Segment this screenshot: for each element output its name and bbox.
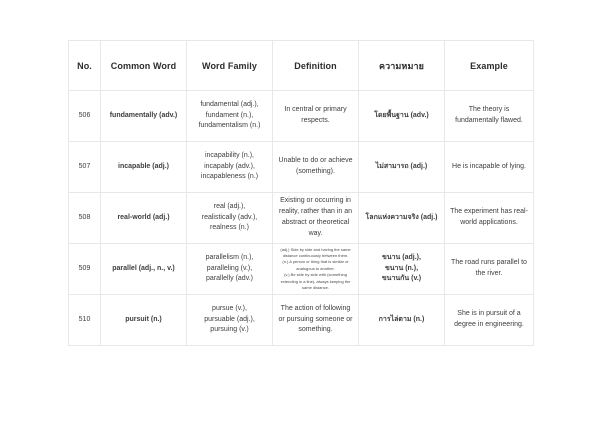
cell-no: 506 (68, 90, 101, 142)
cell-meaning-thai: การไล่ตาม (n.) (358, 294, 445, 346)
cell-word-family: pursue (v.), pursuable (adj.), pursuing … (186, 294, 273, 346)
cell-no: 510 (68, 294, 101, 346)
cell-example: The experiment has real-world applicatio… (444, 192, 534, 244)
cell-meaning-thai: โดยพื้นฐาน (adv.) (358, 90, 445, 142)
cell-word-family: fundamental (adj.), fundament (n.), fund… (186, 90, 273, 142)
cell-common-word: parallel (adj., n., v.) (100, 243, 187, 295)
cell-example: The road runs parallel to the river. (444, 243, 534, 295)
cell-definition: The action of following or pursuing some… (272, 294, 359, 346)
cell-definition: (adj.) Side by side and having the same … (272, 243, 359, 295)
cell-meaning-thai: ไม่สามารถ (adj.) (358, 141, 445, 193)
cell-common-word: incapable (adj.) (100, 141, 187, 193)
cell-no: 508 (68, 192, 101, 244)
vocabulary-table-container: No. Common Word Word Family Definition ค… (68, 40, 534, 346)
table-row: 506 fundamentally (adv.) fundamental (ad… (68, 90, 534, 142)
header-row: No. Common Word Word Family Definition ค… (68, 40, 534, 91)
cell-word-family: parallelism (n.), paralleling (v.), para… (186, 243, 273, 295)
cell-common-word: pursuit (n.) (100, 294, 187, 346)
table-row: 507 incapable (adj.) incapability (n.), … (68, 141, 534, 193)
col-header-meaning-thai: ความหมาย (358, 40, 445, 91)
vocabulary-table: No. Common Word Word Family Definition ค… (68, 40, 534, 346)
col-header-definition: Definition (272, 40, 359, 91)
cell-common-word: real-world (adj.) (100, 192, 187, 244)
cell-meaning-thai: โลกแห่งความจริง (adj.) (358, 192, 445, 244)
table-row: 510 pursuit (n.) pursue (v.), pursuable … (68, 294, 534, 346)
cell-example: The theory is fundamentally flawed. (444, 90, 534, 142)
cell-word-family: incapability (n.), incapably (adv.), inc… (186, 141, 273, 193)
cell-no: 507 (68, 141, 101, 193)
cell-definition: Existing or occurring in reality, rather… (272, 192, 359, 244)
cell-example: He is incapable of lying. (444, 141, 534, 193)
col-header-example: Example (444, 40, 534, 91)
cell-definition: In central or primary respects. (272, 90, 359, 142)
table-row: 509 parallel (adj., n., v.) parallelism … (68, 243, 534, 295)
col-header-no: No. (68, 40, 101, 91)
cell-meaning-thai: ขนาน (adj.), ขนาน (n.), ขนานกัน (v.) (358, 243, 445, 295)
col-header-common-word: Common Word (100, 40, 187, 91)
cell-common-word: fundamentally (adv.) (100, 90, 187, 142)
col-header-word-family: Word Family (186, 40, 273, 91)
cell-definition: Unable to do or achieve (something). (272, 141, 359, 193)
cell-word-family: real (adj.), realistically (adv.), realn… (186, 192, 273, 244)
cell-example: She is in pursuit of a degree in enginee… (444, 294, 534, 346)
table-row: 508 real-world (adj.) real (adj.), reali… (68, 192, 534, 244)
cell-no: 509 (68, 243, 101, 295)
